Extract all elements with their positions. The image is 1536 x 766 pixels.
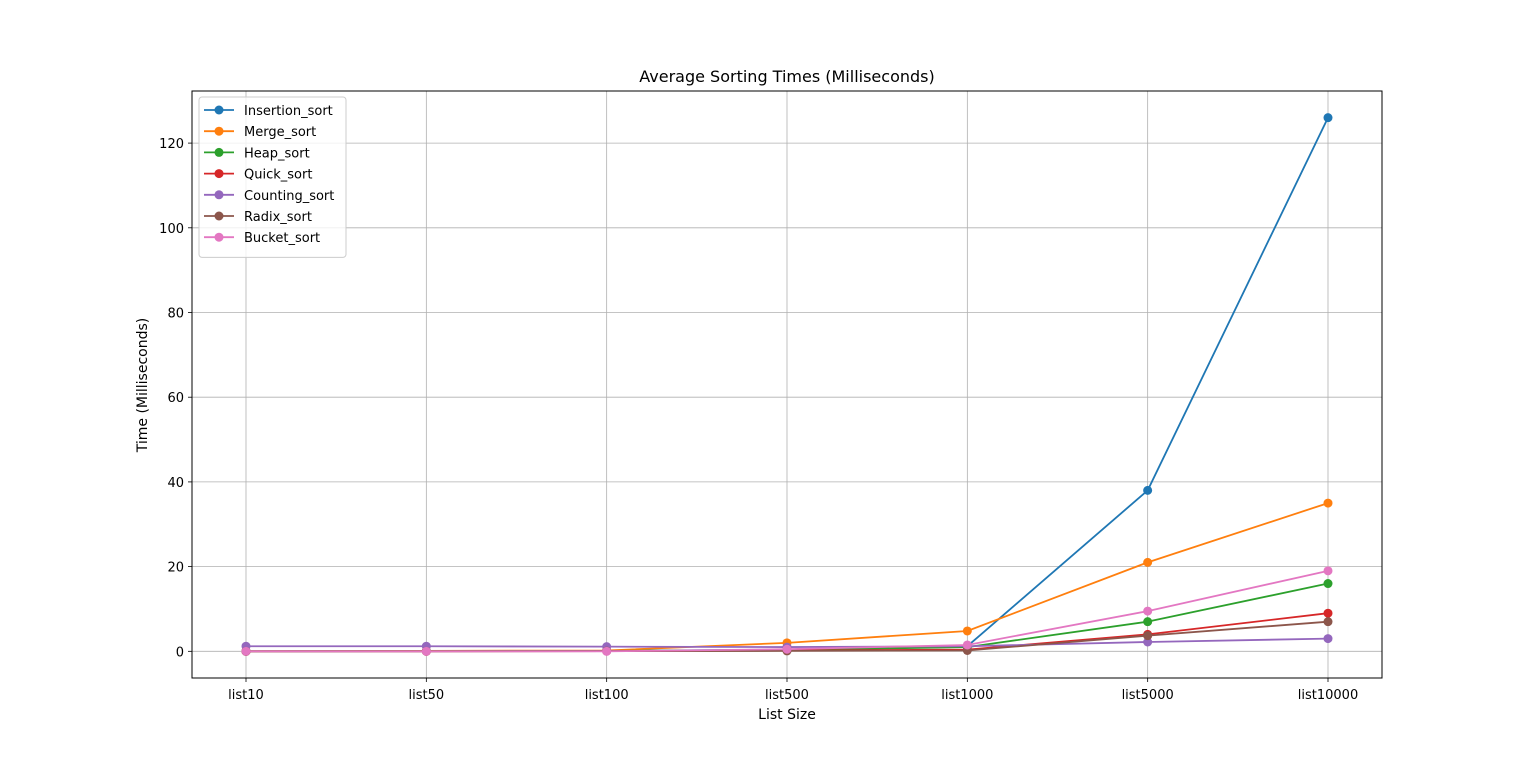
- legend-entry-heap-sort: Heap_sort: [204, 146, 310, 161]
- data-point-merge-sort: [1323, 498, 1333, 508]
- x-tick-label: list10: [228, 688, 264, 703]
- data-point-counting-sort: [1143, 637, 1153, 647]
- legend-label-quick-sort: Quick_sort: [244, 168, 312, 183]
- y-tick-label: 100: [159, 222, 184, 237]
- y-tick-label: 40: [167, 476, 184, 491]
- legend-entry-counting-sort: Counting_sort: [204, 189, 334, 204]
- x-axis-ticks: list10 list50 list100 list500 list1000 list50…: [228, 678, 1358, 703]
- chart-title: Average Sorting Times (Milliseconds): [639, 67, 934, 86]
- legend-marker-counting-sort: [214, 190, 224, 200]
- data-point-quick-sort: [1323, 608, 1333, 618]
- data-point-heap-sort: [1323, 579, 1333, 589]
- x-tick-label: list100: [585, 688, 629, 703]
- x-tick-label: list50: [409, 688, 445, 703]
- data-point-radix-sort: [1143, 631, 1153, 641]
- legend-label-insertion-sort: Insertion_sort: [244, 104, 333, 119]
- y-axis-label: Time (Milliseconds): [135, 318, 151, 454]
- data-point-counting-sort: [1323, 634, 1333, 644]
- grid-lines: [192, 91, 1382, 678]
- series-bucket-sort: [241, 566, 1333, 656]
- data-point-bucket-sort: [602, 646, 612, 656]
- data-point-bucket-sort: [962, 640, 972, 650]
- y-axis-ticks: 0 20 40 60 80 100 120: [159, 137, 192, 660]
- legend-label-merge-sort: Merge_sort: [244, 125, 316, 140]
- x-tick-label: list10000: [1298, 688, 1358, 703]
- data-point-bucket-sort: [1323, 566, 1333, 576]
- data-point-insertion-sort: [1323, 113, 1333, 123]
- data-point-radix-sort: [1323, 617, 1333, 627]
- data-point-bucket-sort: [1143, 606, 1153, 616]
- x-tick-label: list5000: [1122, 688, 1174, 703]
- legend-entry-quick-sort: Quick_sort: [204, 168, 312, 183]
- legend-label-radix-sort: Radix_sort: [244, 210, 312, 225]
- data-point-heap-sort: [1143, 617, 1153, 627]
- legend-marker-quick-sort: [214, 169, 224, 179]
- legend-entry-insertion-sort: Insertion_sort: [204, 104, 333, 119]
- y-tick-label: 0: [176, 645, 184, 660]
- legend-entry-merge-sort: Merge_sort: [204, 125, 316, 140]
- x-axis-label: List Size: [758, 707, 816, 723]
- y-tick-label: 120: [159, 137, 184, 152]
- y-tick-label: 80: [167, 307, 184, 322]
- y-tick-label: 20: [167, 561, 184, 576]
- data-point-bucket-sort: [241, 646, 251, 656]
- y-tick-label: 60: [167, 391, 184, 406]
- legend-marker-radix-sort: [214, 211, 224, 221]
- legend-label-bucket-sort: Bucket_sort: [244, 231, 320, 246]
- data-point-merge-sort: [962, 626, 972, 636]
- legend-marker-insertion-sort: [214, 105, 224, 115]
- data-point-bucket-sort: [782, 644, 792, 654]
- legend-entry-bucket-sort: Bucket_sort: [204, 231, 320, 246]
- legend-marker-bucket-sort: [214, 232, 224, 242]
- series-layer: [241, 113, 1333, 656]
- data-point-bucket-sort: [421, 646, 431, 656]
- data-point-insertion-sort: [1143, 485, 1153, 495]
- legend-label-counting-sort: Counting_sort: [244, 189, 334, 204]
- legend-entry-radix-sort: Radix_sort: [204, 210, 312, 225]
- legend: Insertion_sort Merge_sort Heap_sort Quick_s…: [198, 96, 347, 258]
- x-tick-label: list1000: [941, 688, 993, 703]
- x-tick-label: list500: [765, 688, 809, 703]
- legend-marker-merge-sort: [214, 126, 224, 136]
- data-point-merge-sort: [1143, 557, 1153, 567]
- legend-label-heap-sort: Heap_sort: [244, 146, 310, 161]
- legend-marker-heap-sort: [214, 147, 224, 157]
- legend-frame: [198, 96, 347, 258]
